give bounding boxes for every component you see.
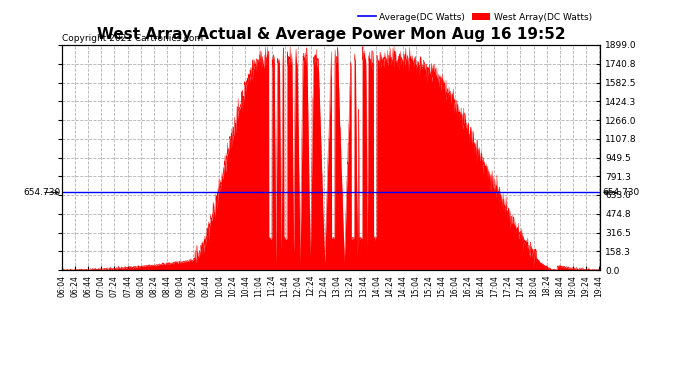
Legend: Average(DC Watts), West Array(DC Watts): Average(DC Watts), West Array(DC Watts) — [354, 9, 595, 25]
Text: 654.730: 654.730 — [23, 188, 61, 197]
Title: West Array Actual & Average Power Mon Aug 16 19:52: West Array Actual & Average Power Mon Au… — [97, 27, 566, 42]
Text: Copyright 2021 Cartronics.com: Copyright 2021 Cartronics.com — [62, 34, 204, 43]
Text: 654.730: 654.730 — [602, 188, 639, 197]
